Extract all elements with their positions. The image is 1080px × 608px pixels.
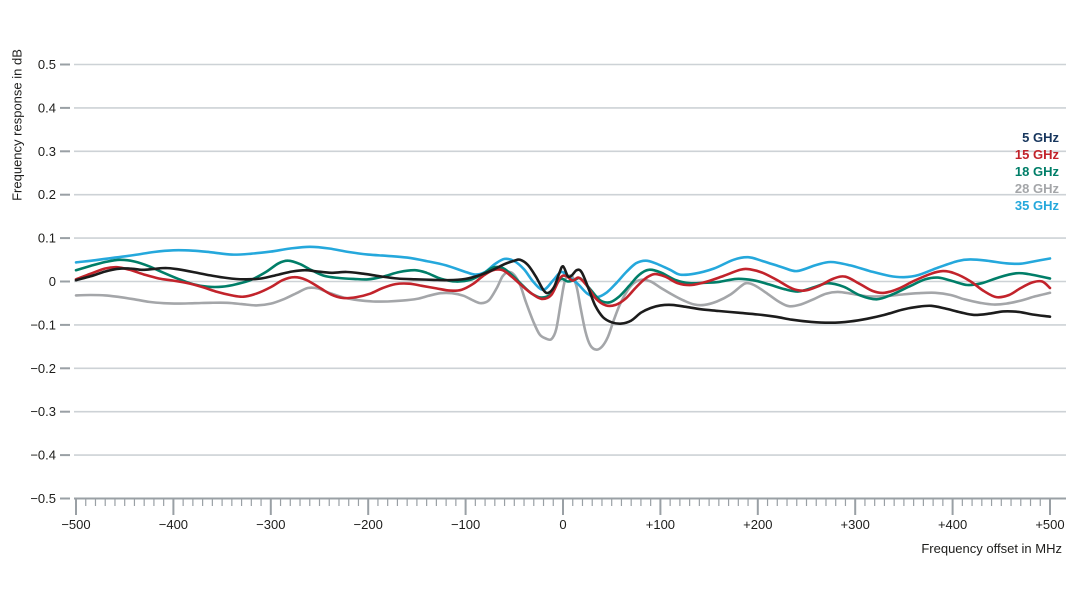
legend-item-18ghz: 18 GHz: [1014, 164, 1059, 179]
series-line-5ghz: [74, 258, 1052, 325]
legend-item-28ghz: 28 GHz: [1014, 181, 1059, 196]
y-tick-label: 0.5: [38, 57, 56, 72]
y-tick-label: −0.1: [30, 317, 56, 332]
x-tick-label: −400: [159, 517, 188, 532]
y-tick-label: 0.2: [38, 187, 56, 202]
x-tick-label: −100: [451, 517, 480, 532]
y-tick-label: 0: [49, 274, 56, 289]
y-tick-label: 0.1: [38, 231, 56, 246]
y-axis-title: Frequency response in dB: [9, 49, 25, 201]
x-tick-label: +400: [938, 517, 967, 532]
x-tick-label: −200: [354, 517, 383, 532]
x-tick-label: 0: [559, 517, 566, 532]
y-tick-label: −0.3: [30, 404, 56, 419]
series-line-28ghz: [74, 270, 1052, 351]
legend-item-15ghz: 15 GHz: [1014, 147, 1059, 162]
legend: 5 GHz 15 GHz 18 GHz 28 GHz 35 GHz: [1015, 129, 1059, 214]
y-tick-label: 0.3: [38, 144, 56, 159]
x-tick-label: −500: [61, 517, 90, 532]
y-tick-label: −0.4: [30, 448, 56, 463]
legend-item-35ghz: 35 GHz: [1014, 198, 1059, 213]
y-tick-label: 0.4: [38, 100, 56, 115]
x-tick-label: +100: [646, 517, 675, 532]
x-tick-label: −300: [256, 517, 285, 532]
legend-item-5ghz: 5 GHz: [1022, 130, 1059, 145]
y-tick-label: −0.5: [30, 491, 56, 506]
y-tick-label: −0.2: [30, 361, 56, 376]
x-tick-label: +200: [743, 517, 772, 532]
x-tick-label: +300: [841, 517, 870, 532]
series-line-15ghz: [74, 265, 1052, 308]
x-axis-title: Frequency offset in MHz: [921, 541, 1062, 556]
x-tick-label: +500: [1035, 517, 1064, 532]
series-line-35ghz: [74, 245, 1052, 299]
